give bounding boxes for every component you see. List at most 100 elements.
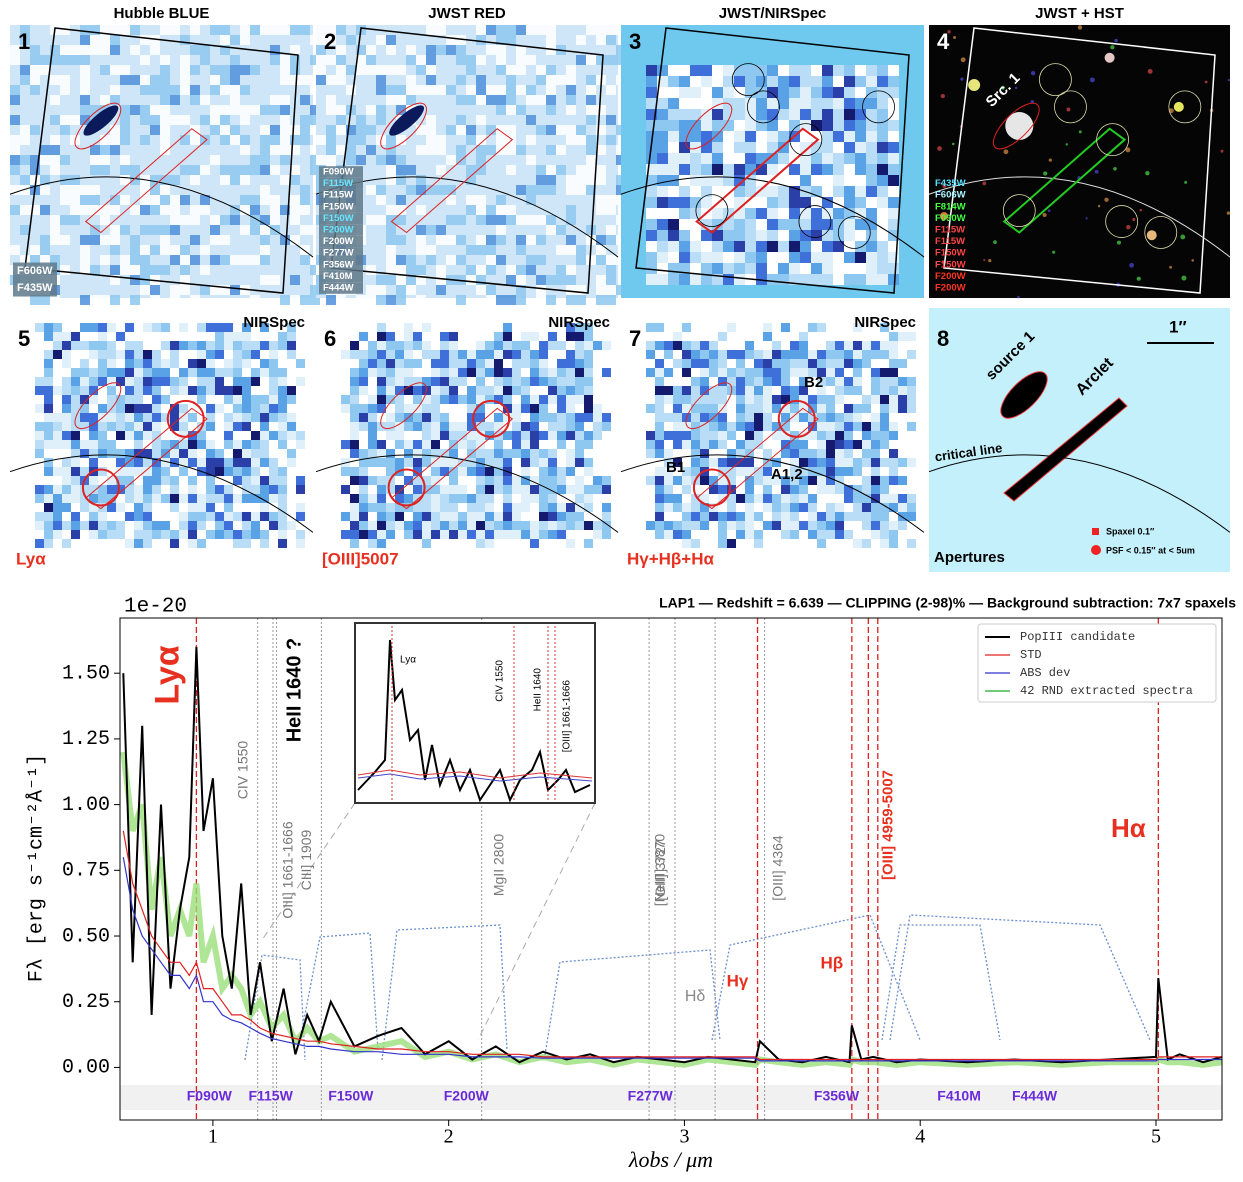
noise-pixel <box>280 65 290 75</box>
spaxel <box>260 395 269 404</box>
spaxel <box>404 323 413 332</box>
spaxel <box>539 404 548 413</box>
spaxel <box>125 476 134 485</box>
spaxel <box>413 458 422 467</box>
spaxel <box>215 440 224 449</box>
star <box>1181 275 1187 281</box>
filter-tag-bg <box>319 166 363 178</box>
spaxel <box>251 395 260 404</box>
spaxel <box>431 413 440 422</box>
spaxel <box>503 440 512 449</box>
spaxel <box>260 431 269 440</box>
spaxel <box>673 530 682 539</box>
spaxel <box>449 395 458 404</box>
noise-pixel <box>40 185 50 195</box>
spaxel <box>404 440 413 449</box>
spaxel <box>440 467 449 476</box>
spaxel <box>709 539 718 548</box>
spaxel <box>727 503 736 512</box>
noise-pixel <box>396 155 406 165</box>
filter-label: F606W <box>17 265 53 277</box>
spaxel <box>440 440 449 449</box>
spaxel <box>269 395 278 404</box>
spaxel <box>80 449 89 458</box>
spaxel <box>44 440 53 449</box>
spaxel <box>485 440 494 449</box>
filter-label: F435W <box>17 282 53 294</box>
inset-curve <box>357 639 591 803</box>
spaxel <box>811 87 822 98</box>
noise-pixel <box>210 285 220 295</box>
spaxel <box>646 512 655 521</box>
noise-pixel <box>280 95 290 105</box>
spaxel <box>745 109 756 120</box>
spaxel <box>125 467 134 476</box>
spaxel <box>161 521 170 530</box>
spaxel <box>575 341 584 350</box>
spaxel <box>682 341 691 350</box>
spaxel <box>664 440 673 449</box>
spaxel <box>62 386 71 395</box>
inset-connector <box>477 802 596 1041</box>
spaxel <box>395 440 404 449</box>
spaxel <box>287 458 296 467</box>
spaxel <box>679 263 690 274</box>
spaxel <box>709 521 718 530</box>
spaxel <box>116 431 125 440</box>
spaxel <box>161 395 170 404</box>
spaxel <box>233 467 242 476</box>
noise-pixel <box>190 85 200 95</box>
spaxel <box>736 485 745 494</box>
spaxel <box>855 186 866 197</box>
spaxel <box>215 350 224 359</box>
line-label: HeII 1640 ? <box>283 638 305 743</box>
spaxel <box>395 485 404 494</box>
noise-pixel <box>556 75 566 85</box>
spaxel <box>350 350 359 359</box>
spaxel <box>179 530 188 539</box>
spaxel <box>767 186 778 197</box>
spaxel <box>350 431 359 440</box>
spaxel <box>584 530 593 539</box>
noise-pixel <box>80 295 90 305</box>
spaxel <box>224 440 233 449</box>
spaxel <box>575 323 584 332</box>
noise-pixel <box>40 245 50 255</box>
spaxel <box>80 413 89 422</box>
spaxel <box>584 323 593 332</box>
spaxel <box>756 263 767 274</box>
spaxel <box>242 467 251 476</box>
spaxel <box>206 512 215 521</box>
spaxel <box>152 458 161 467</box>
spaxel <box>44 449 53 458</box>
spaxel <box>655 377 664 386</box>
noise-pixel <box>120 195 130 205</box>
noise-pixel <box>240 225 250 235</box>
spaxel <box>179 485 188 494</box>
spaxel <box>224 413 233 422</box>
spaxel <box>880 521 889 530</box>
spaxel <box>655 458 664 467</box>
spaxel <box>734 252 745 263</box>
spaxel <box>233 341 242 350</box>
spaxel <box>80 359 89 368</box>
spaxel <box>197 395 206 404</box>
noise-pixel <box>240 65 250 75</box>
spaxel <box>449 368 458 377</box>
spaxel <box>512 530 521 539</box>
spaxel <box>799 476 808 485</box>
spaxel <box>476 404 485 413</box>
spaxel <box>557 359 566 368</box>
spaxel <box>62 485 71 494</box>
star <box>1077 25 1083 30</box>
spaxel <box>566 323 575 332</box>
spaxel <box>880 395 889 404</box>
spaxel <box>494 368 503 377</box>
spaxel <box>855 142 866 153</box>
noise-pixel <box>596 25 606 35</box>
noise-pixel <box>250 255 260 265</box>
spaxel <box>53 521 62 530</box>
spaxel <box>494 485 503 494</box>
star <box>1147 68 1153 74</box>
spaxel <box>278 476 287 485</box>
